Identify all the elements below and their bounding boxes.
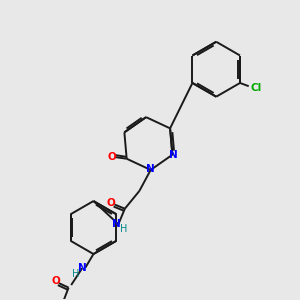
Text: O: O — [52, 276, 61, 286]
Text: N: N — [78, 263, 86, 273]
Text: N: N — [112, 219, 121, 229]
Text: O: O — [107, 198, 116, 208]
Text: N: N — [169, 150, 177, 160]
Text: H: H — [120, 224, 128, 234]
Text: O: O — [108, 152, 116, 162]
Text: Cl: Cl — [250, 83, 262, 93]
Text: N: N — [146, 164, 155, 174]
Text: H: H — [72, 269, 80, 279]
